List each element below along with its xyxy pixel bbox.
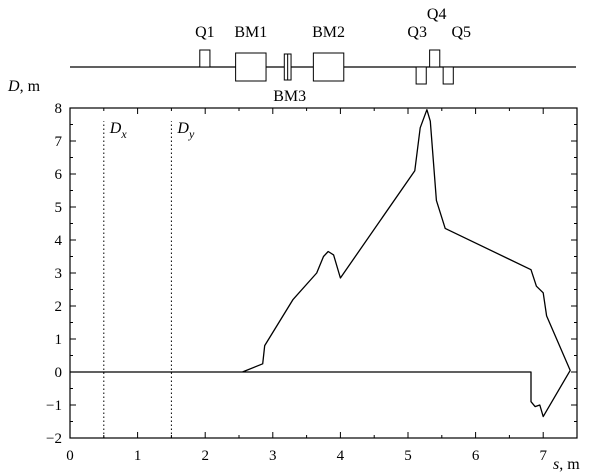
plot-frame: [69, 107, 578, 439]
series-label-y: Dy: [176, 120, 195, 141]
y-tick-label: 5: [55, 200, 63, 216]
x-tick-label: 5: [404, 448, 412, 464]
dispersion-curve: [70, 109, 571, 418]
lattice-bm2: [312, 52, 345, 82]
lattice-bm1: [235, 52, 267, 82]
lattice-label-q4: Q4: [427, 6, 447, 23]
y-tick-label: 3: [55, 266, 63, 282]
y-tick-label: 4: [55, 233, 63, 249]
lattice-label-bm3: BM3: [273, 88, 306, 105]
y-tick-label: 8: [55, 101, 63, 117]
lattice-q1: [199, 49, 211, 68]
x-tick-label: 7: [539, 448, 547, 464]
y-axis-variable: D: [7, 78, 20, 95]
series-label-x: Dx: [109, 120, 128, 141]
series-label-sub: y: [188, 127, 195, 141]
x-tick-label: 2: [201, 448, 209, 464]
x-axis-variable: s: [553, 456, 559, 473]
lattice-label-bm1: BM1: [234, 24, 267, 41]
y-tick-label: 0: [55, 365, 63, 381]
y-tick-label: −1: [46, 398, 62, 414]
lattice-q3: [415, 66, 427, 85]
x-tick-label: 1: [134, 448, 142, 464]
x-tick-label: 6: [472, 448, 480, 464]
x-tick-label: 3: [269, 448, 277, 464]
series-label-sub: x: [120, 127, 127, 141]
x-tick-label: 4: [337, 448, 345, 464]
y-tick-label: 1: [55, 332, 63, 348]
lattice-label-q5: Q5: [451, 24, 471, 41]
x-axis-unit: , m: [559, 456, 580, 473]
y-tick-label: −2: [46, 431, 62, 447]
series-label-main: D: [109, 120, 122, 137]
lattice-label-q3: Q3: [407, 24, 427, 41]
y-axis-label: D, m: [7, 78, 41, 95]
x-tick-label: 0: [66, 448, 74, 464]
series-label-main: D: [176, 120, 189, 137]
y-tick-label: 2: [55, 299, 63, 315]
lattice-label-q1: Q1: [195, 24, 215, 41]
lattice-q4: [429, 49, 441, 68]
lattice-q5: [442, 66, 454, 85]
x-axis-label: s, m: [553, 456, 580, 473]
lattice-label-bm2: BM2: [312, 24, 345, 41]
y-tick-label: 6: [55, 167, 63, 183]
y-axis-unit: , m: [20, 78, 41, 95]
y-tick-label: 7: [55, 134, 63, 150]
